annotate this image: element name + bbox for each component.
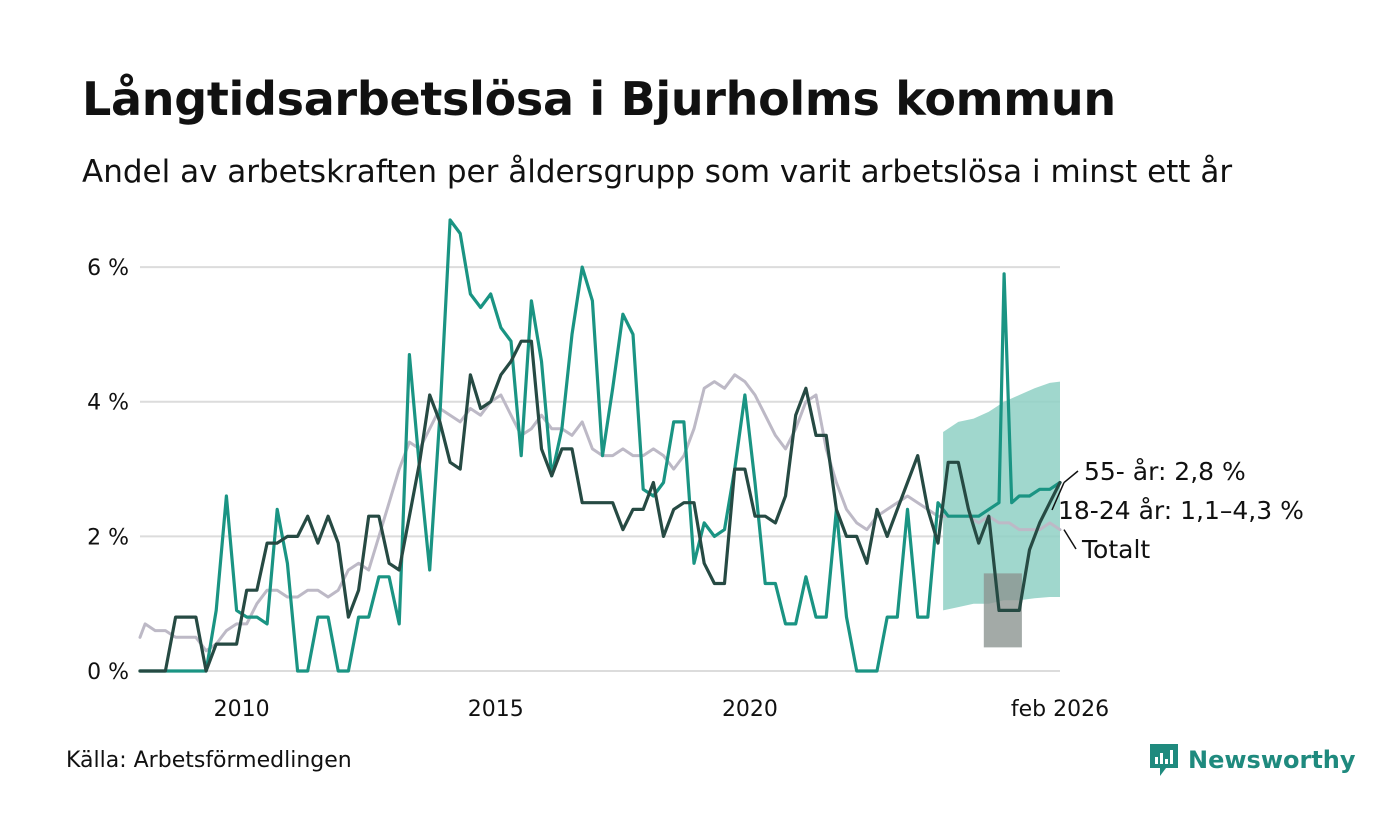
- series-line-55-r: [138, 339, 1062, 673]
- x-tick-label: feb 2026: [1011, 697, 1109, 722]
- axis-ticks: 0 % 2 % 4 % 6 % 2010 2015 2020 feb 2026: [87, 256, 1109, 722]
- x-tick-label: 2015: [468, 697, 524, 722]
- end-label-55-r: 55- år: 2,8 %: [1084, 457, 1246, 486]
- leader-line: [1051, 482, 1065, 511]
- leader-line: [1063, 470, 1079, 484]
- chart-subtitle: Andel av arbetskraften per åldersgrupp s…: [82, 154, 1233, 190]
- x-tick-label: 2010: [214, 697, 270, 722]
- end-labels: Totalt 18-24 år: 1,1–4,3 % 55- år: 2,8 %: [1051, 457, 1304, 564]
- x-tick-label: 2020: [722, 697, 778, 722]
- end-label-18-24-r: 18-24 år: 1,1–4,3 %: [1058, 496, 1304, 525]
- y-tick-label: 6 %: [87, 256, 129, 281]
- y-tick-label: 4 %: [87, 391, 129, 416]
- series-line-18-24-r: [138, 218, 1062, 673]
- source-note: Källa: Arbetsförmedlingen: [66, 748, 352, 773]
- brand-logo[interactable]: Newsworthy: [1148, 742, 1356, 778]
- y-tick-label: 0 %: [87, 660, 129, 685]
- y-tick-label: 2 %: [87, 525, 129, 550]
- brand-name: Newsworthy: [1188, 746, 1356, 774]
- series-lines: [138, 218, 1062, 673]
- end-label-totalt: Totalt: [1081, 535, 1150, 564]
- grid-lines: [140, 266, 1060, 672]
- leader-line: [1063, 529, 1077, 550]
- newsworthy-icon: [1150, 744, 1178, 776]
- band-18-24-r: [943, 381, 1060, 611]
- chart-title: Långtidsarbetslösa i Bjurholms kommun: [82, 72, 1116, 126]
